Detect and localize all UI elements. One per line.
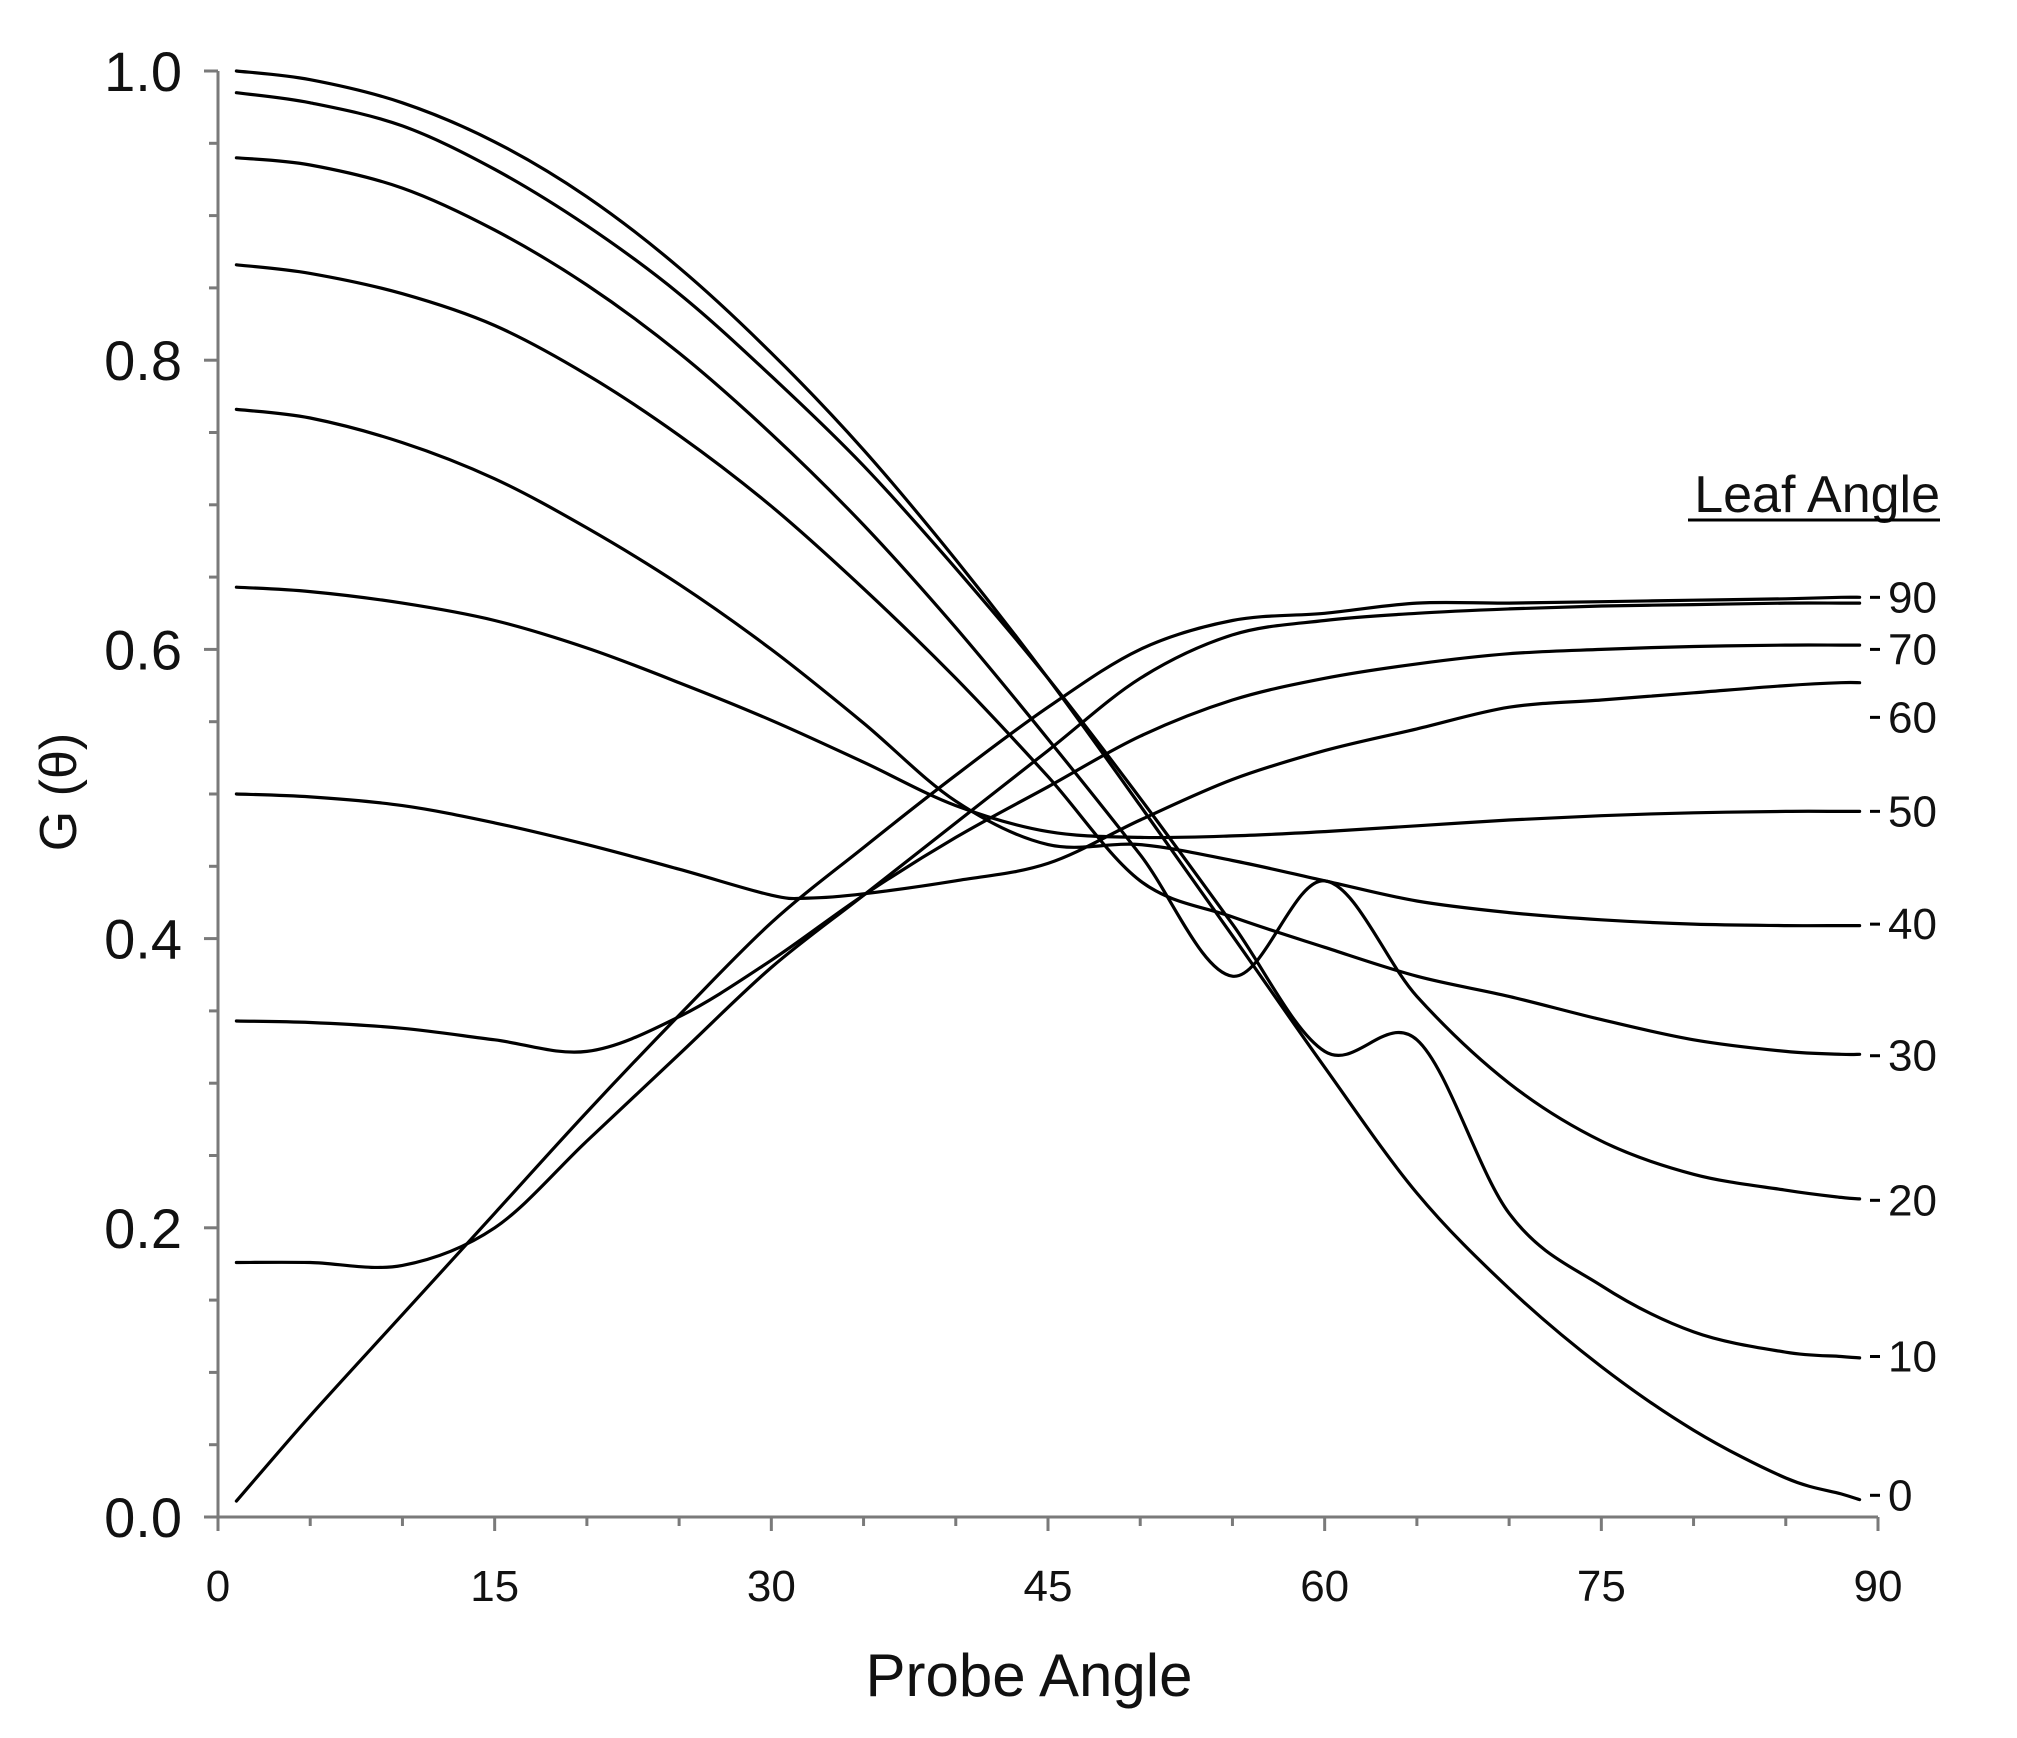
series-label-50: 50 xyxy=(1888,787,1937,836)
x-tick-label: 0 xyxy=(206,1562,230,1611)
x-tick-label: 75 xyxy=(1577,1562,1626,1611)
x-tick-label: 30 xyxy=(747,1562,796,1611)
y-tick-label: 1.0 xyxy=(104,40,182,103)
series-line-40 xyxy=(234,585,1862,840)
series-line-20 xyxy=(234,643,1862,1054)
series-line-50 xyxy=(234,407,1862,928)
series-line-70 xyxy=(234,156,1862,1201)
series-line-80 xyxy=(234,91,1862,1360)
y-tick-label: 0.6 xyxy=(104,618,182,681)
series-label-30: 30 xyxy=(1888,1032,1937,1081)
y-tick-label: 0.2 xyxy=(104,1197,182,1260)
x-tick-label: 90 xyxy=(1854,1562,1903,1611)
series-label-20: 20 xyxy=(1888,1176,1937,1225)
series-label-60: 60 xyxy=(1888,693,1937,742)
series-line-60 xyxy=(234,263,1862,1057)
x-tick-label: 15 xyxy=(470,1562,519,1611)
series-label-90: 90 xyxy=(1888,573,1937,622)
series-label-10: 10 xyxy=(1888,1332,1937,1381)
series-line-10 xyxy=(234,601,1862,1270)
series-group xyxy=(234,69,1862,1503)
x-tick-label: 45 xyxy=(1024,1562,1073,1611)
series-line-30 xyxy=(234,680,1862,901)
y-tick-label: 0.8 xyxy=(104,329,182,392)
x-tick-label: 60 xyxy=(1300,1562,1349,1611)
series-line-90 xyxy=(234,69,1862,1502)
x-axis-title: Probe Angle xyxy=(866,1642,1193,1709)
series-label-70: 70 xyxy=(1888,625,1937,674)
legend-title: Leaf Angle xyxy=(1694,466,1940,524)
y-tick-label: 0.0 xyxy=(104,1486,182,1549)
y-axis-title: G (θ) xyxy=(30,733,88,851)
series-line-0 xyxy=(234,595,1862,1503)
y-tick-label: 0.4 xyxy=(104,908,182,971)
series-label-0: 0 xyxy=(1888,1471,1912,1520)
series-label-40: 40 xyxy=(1888,900,1937,949)
axes: 0.0 0.2 0.4 0.6 0.8 1.0 0 15 30 45 60 75 90 xyxy=(104,40,1902,1611)
